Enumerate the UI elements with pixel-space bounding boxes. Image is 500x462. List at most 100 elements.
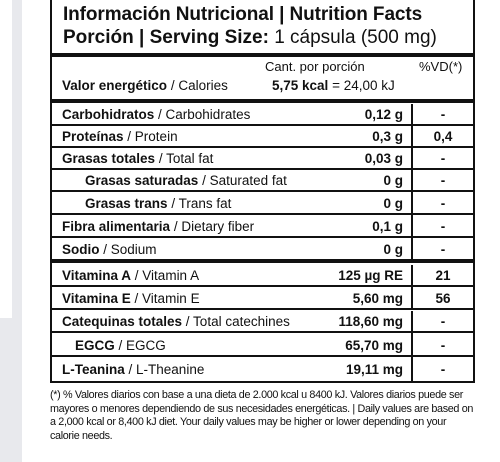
nutrient-name-en: / Trans fat bbox=[171, 196, 232, 211]
table-row: EGCG / EGCG 65,70 mg - bbox=[52, 335, 473, 356]
nutrient-name-es: Vitamina E bbox=[62, 291, 131, 306]
nutrient-name-es: Fibra alimentaria bbox=[62, 219, 171, 234]
nutrient-daily-value: 21 bbox=[435, 268, 451, 283]
amount-column-header: Cant. por porción bbox=[265, 59, 365, 74]
nutrient-name: Sodio / Sodium bbox=[62, 239, 157, 260]
table-row: L-Teanina / L-Theanine 19,11 mg - bbox=[52, 359, 473, 380]
nutrient-name-es: L-Teanina bbox=[62, 362, 125, 377]
nutrient-name-es: Grasas saturadas bbox=[85, 173, 199, 188]
background-strip bbox=[0, 0, 12, 318]
nutrient-daily-value: - bbox=[440, 314, 446, 329]
nutrient-name-es: Catequinas totales bbox=[62, 314, 183, 329]
table-row: Grasas saturadas / Saturated fat 0 g - bbox=[52, 170, 473, 191]
table-row: Fibra alimentaria / Dietary fiber 0,1 g - bbox=[52, 216, 473, 237]
table-row: Proteínas / Protein 0,3 g 0,4 bbox=[52, 126, 473, 147]
nutrient-amount: 0,03 g bbox=[364, 151, 403, 166]
table-row: Grasas totales / Total fat 0,03 g - bbox=[52, 148, 473, 169]
column-divider bbox=[411, 104, 413, 262]
nutrient-amount: 0,3 g bbox=[372, 129, 403, 144]
nutrient-name: Catequinas totales / Total catechines bbox=[62, 311, 290, 332]
nutrient-name-en: / Carbohidrates bbox=[158, 107, 251, 122]
background-left bbox=[0, 0, 22, 462]
energy-label: Valor energético / Calories bbox=[62, 78, 228, 93]
nutrient-amount: 5,60 mg bbox=[352, 291, 403, 306]
nutrient-name-en: / Total catechines bbox=[185, 314, 290, 329]
nutrient-name: Grasas trans / Trans fat bbox=[85, 193, 231, 214]
table-row: Catequinas totales / Total catechines 118… bbox=[52, 311, 473, 332]
energy-kj: = 24,00 kJ bbox=[332, 78, 395, 93]
serving-size: Porción | Serving Size: 1 cápsula (500 m… bbox=[63, 27, 473, 49]
nutrient-name: Vitamina E / Vitamin E bbox=[62, 288, 200, 309]
nutrient-name-en: / Protein bbox=[127, 129, 178, 144]
nutrient-name-es: Proteínas bbox=[62, 129, 124, 144]
nutrient-daily-value: - bbox=[440, 173, 446, 188]
header-rule bbox=[52, 53, 473, 57]
row-rule bbox=[52, 213, 473, 215]
table-row: Grasas trans / Trans fat 0 g - bbox=[52, 193, 473, 214]
row-rule bbox=[52, 355, 473, 357]
label-title: Información Nutricional | Nutrition Fact… bbox=[63, 4, 423, 25]
row-rule bbox=[52, 190, 473, 192]
nutrient-amount: 0 g bbox=[383, 196, 403, 211]
nutrient-name-en: / Saturated fat bbox=[202, 173, 287, 188]
serving-size-value: 1 cápsula (500 mg) bbox=[274, 27, 437, 48]
nutrient-name-es: Vitamina A bbox=[62, 268, 132, 283]
energy-label-es: Valor energético bbox=[62, 78, 168, 93]
nutrient-amount: 0,1 g bbox=[372, 219, 403, 234]
nutrient-name-es: Grasas totales bbox=[62, 151, 156, 166]
nutrient-name: Carbohidratos / Carbohidrates bbox=[62, 104, 250, 125]
row-rule bbox=[52, 168, 473, 170]
nutrient-name: EGCG / EGCG bbox=[75, 335, 166, 356]
nutrient-name-en: / Vitamin A bbox=[134, 268, 200, 283]
nutrient-name-es: Grasas trans bbox=[85, 196, 168, 211]
table-row: Vitamina E / Vitamin E 5,60 mg 56 bbox=[52, 288, 473, 309]
energy-rule bbox=[52, 99, 473, 103]
nutrient-amount: 0,12 g bbox=[364, 107, 403, 122]
nutrient-name-es: Sodio bbox=[62, 242, 100, 257]
nutrient-daily-value: - bbox=[440, 219, 446, 234]
nutrient-name: Grasas saturadas / Saturated fat bbox=[85, 170, 287, 191]
nutrient-daily-value: - bbox=[440, 338, 446, 353]
nutrient-amount: 65,70 mg bbox=[345, 338, 403, 353]
nutrient-name-en: / Sodium bbox=[103, 242, 157, 257]
table-row: Carbohidratos / Carbohidrates 0,12 g - bbox=[52, 104, 473, 125]
serving-size-label: Porción | Serving Size: bbox=[63, 27, 269, 48]
nutrient-name-en: / Dietary fiber bbox=[173, 219, 255, 234]
nutrient-name: Proteínas / Protein bbox=[62, 126, 178, 147]
row-rule bbox=[52, 124, 473, 126]
nutrient-daily-value: 56 bbox=[435, 291, 451, 306]
nutrient-name-en: / Total fat bbox=[158, 151, 214, 166]
nutrient-amount: 118,60 mg bbox=[338, 314, 403, 329]
row-rule bbox=[52, 236, 473, 238]
nutrient-name-es: Carbohidratos bbox=[62, 107, 155, 122]
content-panel bbox=[22, 0, 500, 462]
nutrient-name: Grasas totales / Total fat bbox=[62, 148, 213, 169]
row-rule bbox=[52, 285, 473, 287]
daily-value-column-header: %VD(*) bbox=[419, 59, 463, 74]
nutrient-daily-value: 0,4 bbox=[433, 129, 453, 144]
nutrient-amount: 19,11 mg bbox=[345, 362, 403, 377]
nutrient-name: Fibra alimentaria / Dietary fiber bbox=[62, 216, 254, 237]
section-rule bbox=[52, 259, 473, 263]
nutrient-name: Vitamina A / Vitamin A bbox=[62, 265, 199, 286]
nutrient-amount: 125 µg RE bbox=[338, 268, 403, 283]
table-row: Sodio / Sodium 0 g - bbox=[52, 239, 473, 260]
energy-label-en: / Calories bbox=[170, 78, 228, 93]
table-row: Vitamina A / Vitamin A 125 µg RE 21 bbox=[52, 265, 473, 286]
energy-value: 5,75 kcal = 24,00 kJ bbox=[272, 78, 395, 93]
energy-kcal: 5,75 kcal bbox=[272, 78, 329, 93]
nutrient-name-en: / L-Theanine bbox=[128, 362, 205, 377]
row-rule bbox=[52, 331, 473, 333]
row-rule bbox=[52, 308, 473, 310]
column-divider bbox=[411, 265, 413, 309]
footnote: (*) % Valores diarios con base a una die… bbox=[50, 389, 474, 442]
nutrient-daily-value: - bbox=[440, 107, 446, 122]
column-divider bbox=[411, 311, 413, 381]
row-rule bbox=[52, 146, 473, 148]
nutrition-label-frame bbox=[50, 0, 475, 383]
nutrient-daily-value: - bbox=[440, 151, 446, 166]
nutrient-name-es: EGCG bbox=[75, 338, 115, 353]
nutrient-daily-value: - bbox=[440, 362, 446, 377]
nutrient-amount: 0 g bbox=[383, 242, 403, 257]
nutrient-name-en: / EGCG bbox=[118, 338, 166, 353]
